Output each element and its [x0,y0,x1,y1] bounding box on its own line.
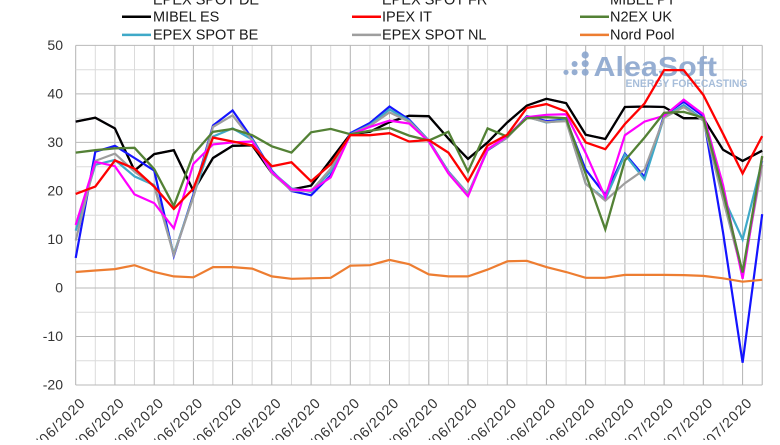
svg-text:N2EX UK: N2EX UK [610,10,672,26]
svg-text:30: 30 [47,134,63,150]
svg-text:EPEX SPOT DE: EPEX SPOT DE [153,0,259,9]
svg-text:EPEX SPOT FR: EPEX SPOT FR [382,0,487,9]
svg-text:-10: -10 [43,328,63,344]
svg-text:Nord Pool: Nord Pool [610,28,674,44]
svg-text:0: 0 [55,280,63,296]
svg-text:EPEX SPOT BE: EPEX SPOT BE [153,28,259,44]
svg-text:MIBEL PT: MIBEL PT [610,0,676,9]
svg-text:MIBEL ES: MIBEL ES [153,10,219,26]
svg-text:EPEX SPOT NL: EPEX SPOT NL [382,28,487,44]
svg-text:ENERGY FORECASTING: ENERGY FORECASTING [626,78,748,90]
svg-text:10: 10 [47,231,63,247]
svg-text:40: 40 [47,86,63,102]
svg-text:AleaSoft: AleaSoft [594,51,718,82]
svg-text:-20: -20 [43,377,63,393]
svg-text:20: 20 [47,183,63,199]
svg-text:50: 50 [47,37,63,53]
svg-text:IPEX IT: IPEX IT [382,10,432,26]
